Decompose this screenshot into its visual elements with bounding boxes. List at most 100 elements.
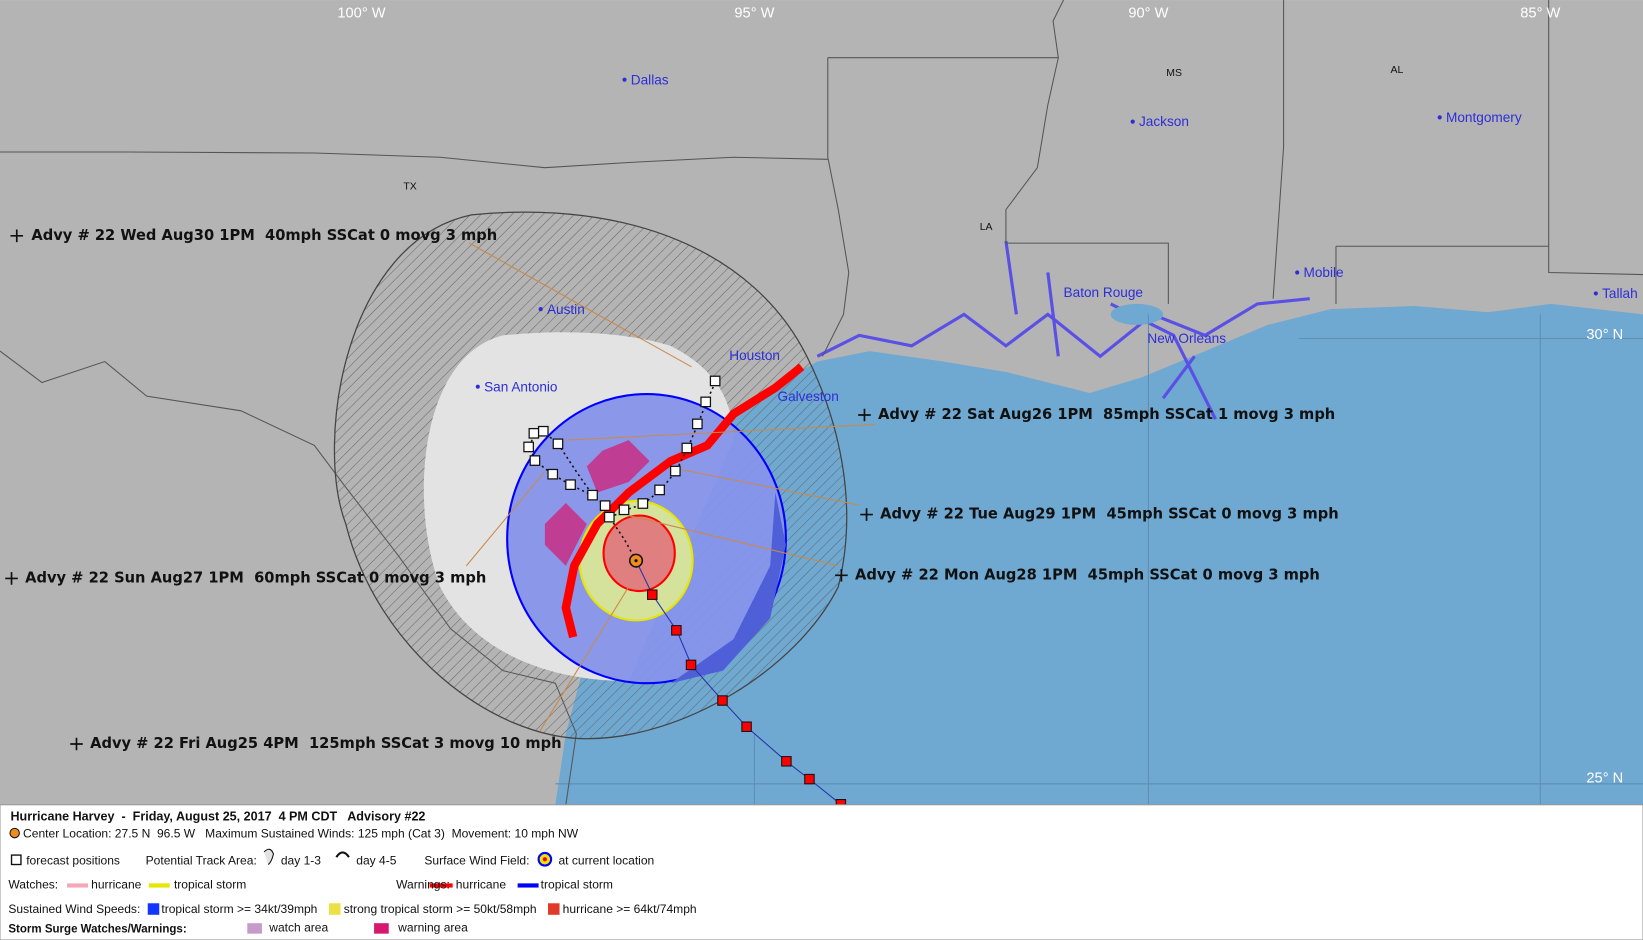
map-shapes-shape-shape [685,659,697,671]
legend-text: strong tropical storm >= 50kt/58mph [344,902,537,916]
city-label: New Orleans [1147,331,1226,346]
latitude-label: 30° N [1586,327,1623,343]
legend-text: Watches: [8,878,58,892]
advisory-markers-shape [835,569,848,582]
legend-text: tropical storm [541,878,613,892]
map-shapes-shape-shape [700,396,712,408]
advisory-label: Advy # 22 Tue Aug29 1PM 45mph SSCat 0 mo… [880,506,1338,523]
legend-text: hurricane [91,878,142,892]
map-shapes-shape-shape [654,484,665,496]
city-label: Tallah [1602,286,1638,301]
map-shapes-shape-shape [637,498,649,509]
latitude-label: 25° N [1586,770,1623,786]
map-shapes-shape-shape [781,756,792,767]
advisory-markers [5,229,873,751]
legend-shape [429,883,453,888]
city-label: Austin [547,302,585,317]
map-shapes-shape-shape [552,438,564,450]
map-shapes-shape-shape [804,773,815,785]
legend-shape [147,903,160,915]
map-shapes-shape-shape [523,441,534,453]
map-shapes [0,0,1643,810]
map-shapes-shape-shape [469,242,692,368]
map-shapes-shape-shape [647,589,658,600]
longitude-label: 100° W [337,6,385,22]
legend-text: watch area [268,921,328,935]
map-shapes-shape [634,559,638,563]
map-shapes-shape-shape [465,471,546,567]
map-shapes-shape-shape [547,468,559,480]
legend-shape [67,883,89,888]
legend-shape [329,903,341,915]
map-shapes-shape [822,57,850,357]
map-shapes-shape-shape [475,384,480,389]
map-shapes-shape-shape [680,468,860,506]
advisory-label: Advy # 22 Fri Aug25 4PM 125mph SSCat 3 m… [90,735,561,752]
map-shapes-shape-shape [628,515,839,567]
map-shapes-shape-shape [741,721,752,732]
map-shapes-shape-shape [1130,119,1135,124]
advisory-markers-shape [860,508,873,521]
map-shapes-shape-shape [539,586,630,732]
map-shapes-shape-shape [691,418,703,430]
state-label: TX [403,181,416,192]
legend-text: Potential Track Area: [146,854,257,868]
legend-shape [9,827,20,839]
map-shapes-shape-shape [1437,115,1442,120]
map-shapes-shape-shape [565,479,576,491]
map-shapes-shape [475,77,1598,389]
map-shapes-shape-shape [669,465,681,477]
legend-shape [542,857,547,862]
map-shapes-shape [602,514,676,593]
map-shapes-shape-shape [709,375,721,387]
map-shapes-shape-shape [565,423,875,441]
advisory-markers-shape [10,229,24,243]
map-shapes-shape-shape [537,425,549,437]
map-shapes-shape-shape [529,455,541,466]
map-shapes-shape [523,375,721,523]
legend-text: tropical storm [174,878,246,892]
map-shapes-shape [465,242,875,732]
legend-text: Warnings: [396,878,450,892]
city-label: Baton Rouge [1064,285,1143,300]
longitude-label: 90° W [1128,6,1168,22]
map-shapes-shape [0,151,828,169]
legend-text: Surface Wind Field: [424,854,529,868]
legend-text: Storm Surge Watches/Warnings: [8,924,186,936]
advisory-markers-shape [70,737,83,751]
legend-shape [335,851,350,858]
map-shapes-shape-shape [618,504,630,516]
map-shapes-shape [816,297,1310,359]
city-label: Montgomery [1446,110,1522,125]
legend-shape [548,903,560,915]
city-label: Galveston [777,389,838,404]
advisory-label: Advy # 22 Wed Aug30 1PM 40mph SSCat 0 mo… [31,227,497,244]
legend-center: Center Location: 27.5 N 96.5 W Maximum S… [23,826,579,840]
map-shapes-shape-shape [1593,291,1598,296]
advisory-markers-shape [858,408,871,422]
map-shapes-shape [544,440,650,566]
map-shapes-shape [1005,57,1169,304]
map-shapes-shape-shape [1295,270,1300,275]
advisory-label: Advy # 22 Mon Aug28 1PM 45mph SSCat 0 mo… [855,566,1320,583]
legend-shape [148,883,170,888]
map-shapes-shape-shape [622,77,627,82]
legend-shape [374,923,389,934]
city-label: Mobile [1304,265,1344,280]
legend-text: at current location [558,854,654,868]
legend-text: day 4-5 [356,854,396,868]
map-shapes-shape-shape [671,625,682,636]
map-shapes-shape-shape [538,307,543,312]
longitude-label: 85° W [1520,6,1560,22]
map-shapes-shape-shape [528,427,540,439]
map-shapes-shape [1004,240,1217,420]
state-label: MS [1166,68,1182,79]
map-shapes-shape-shape [599,500,611,511]
legend [0,804,1643,940]
map-shapes-shape [1110,303,1164,325]
advisory-label: Advy # 22 Sat Aug26 1PM 85mph SSCat 1 mo… [878,406,1335,423]
legend-shape [263,848,275,865]
legend-shape [517,883,539,888]
legend-text: hurricane [456,878,507,892]
legend-title: Hurricane Harvey - Friday, August 25, 20… [10,810,425,824]
